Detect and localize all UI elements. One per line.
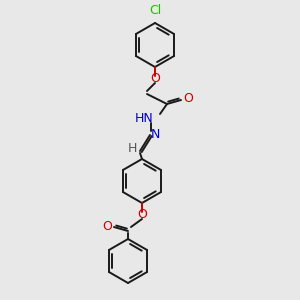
Text: O: O (150, 73, 160, 85)
Text: O: O (102, 220, 112, 232)
Text: N: N (151, 128, 160, 142)
Text: HN: HN (135, 112, 154, 125)
Text: Cl: Cl (149, 4, 161, 17)
Text: O: O (183, 92, 193, 106)
Text: O: O (137, 208, 147, 221)
Text: H: H (127, 142, 137, 155)
